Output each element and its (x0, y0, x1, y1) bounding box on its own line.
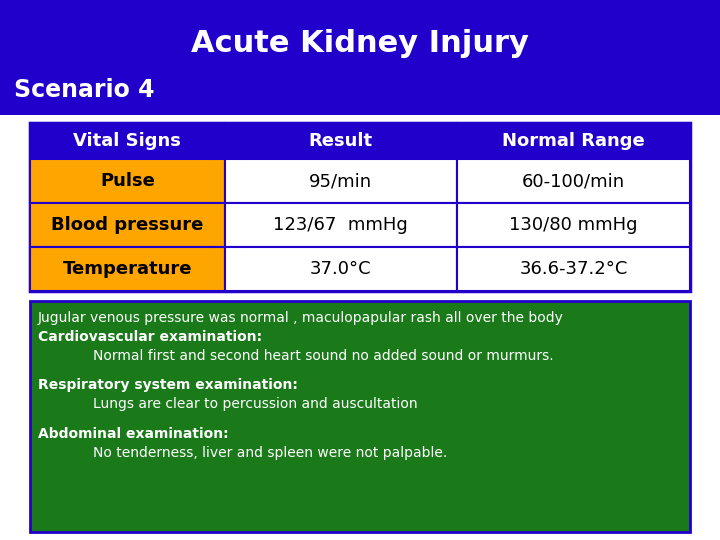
FancyBboxPatch shape (457, 159, 690, 203)
Text: No tenderness, liver and spleen were not palpable.: No tenderness, liver and spleen were not… (93, 446, 447, 460)
Text: 37.0°C: 37.0°C (310, 260, 372, 278)
FancyBboxPatch shape (225, 203, 457, 247)
FancyBboxPatch shape (0, 0, 720, 115)
Text: Temperature: Temperature (63, 260, 192, 278)
Text: 95/min: 95/min (310, 172, 372, 190)
Text: Respiratory system examination:: Respiratory system examination: (38, 379, 298, 393)
Text: 123/67  mmHg: 123/67 mmHg (274, 216, 408, 234)
FancyBboxPatch shape (30, 203, 225, 247)
Text: Result: Result (309, 132, 373, 150)
FancyBboxPatch shape (225, 247, 457, 291)
Text: Acute Kidney Injury: Acute Kidney Injury (191, 29, 529, 58)
Text: Blood pressure: Blood pressure (51, 216, 204, 234)
Text: Abdominal examination:: Abdominal examination: (38, 427, 229, 441)
Text: 60-100/min: 60-100/min (522, 172, 625, 190)
Text: Scenario 4: Scenario 4 (14, 78, 155, 102)
FancyBboxPatch shape (0, 115, 720, 540)
FancyBboxPatch shape (30, 159, 225, 203)
FancyBboxPatch shape (225, 159, 457, 203)
Text: Jugular venous pressure was normal , maculopapular rash all over the body: Jugular venous pressure was normal , mac… (38, 311, 564, 325)
Text: Pulse: Pulse (100, 172, 155, 190)
FancyBboxPatch shape (457, 203, 690, 247)
FancyBboxPatch shape (30, 301, 690, 532)
Text: Vital Signs: Vital Signs (73, 132, 181, 150)
Text: 36.6-37.2°C: 36.6-37.2°C (519, 260, 628, 278)
Text: Cardiovascular examination:: Cardiovascular examination: (38, 330, 262, 344)
FancyBboxPatch shape (30, 247, 225, 291)
FancyBboxPatch shape (30, 123, 690, 159)
Text: 130/80 mmHg: 130/80 mmHg (509, 216, 638, 234)
Text: Normal Range: Normal Range (502, 132, 645, 150)
Text: Normal first and second heart sound no added sound or murmurs.: Normal first and second heart sound no a… (93, 349, 554, 363)
Text: Lungs are clear to percussion and auscultation: Lungs are clear to percussion and auscul… (93, 397, 418, 411)
FancyBboxPatch shape (457, 247, 690, 291)
